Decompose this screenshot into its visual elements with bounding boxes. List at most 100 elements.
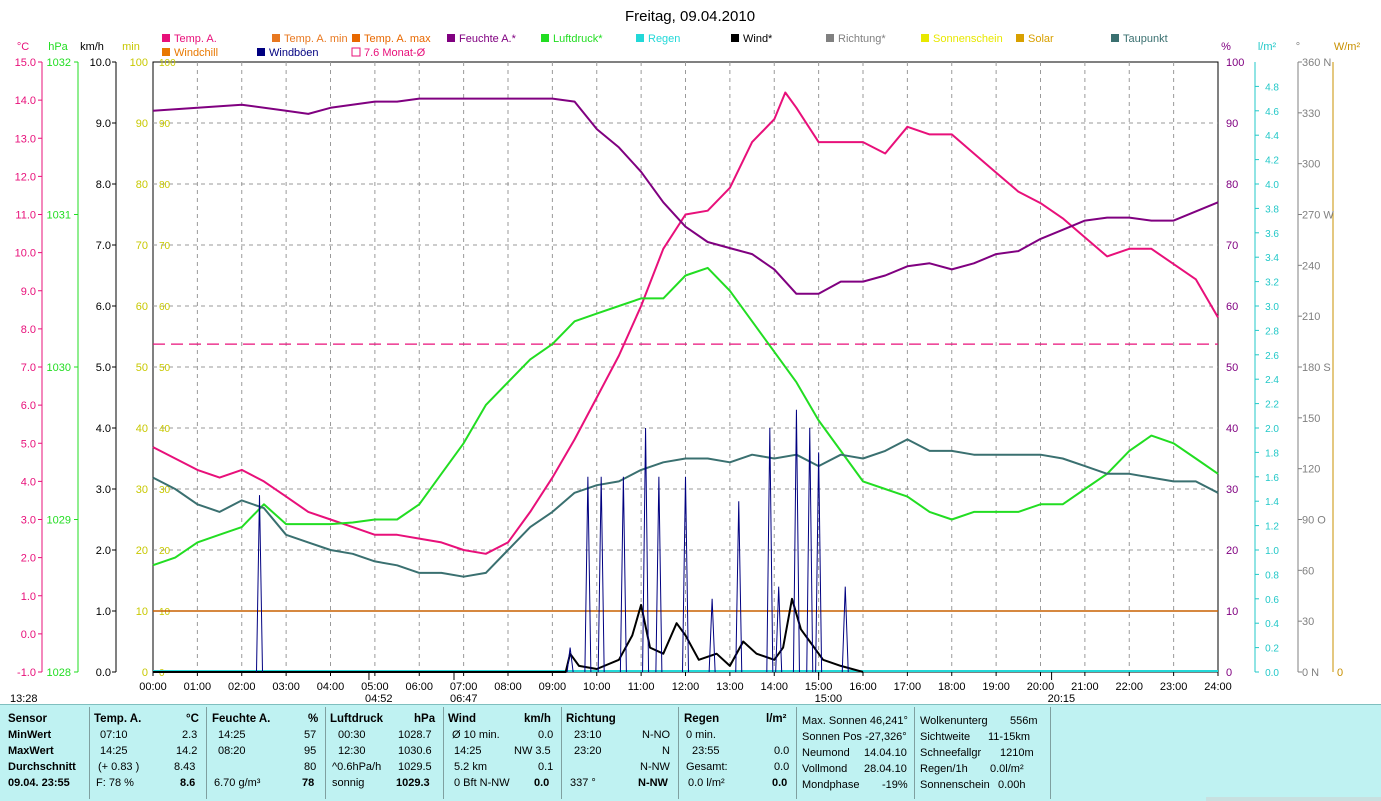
gust-spike xyxy=(806,427,814,673)
time-tick-label: 09:00 xyxy=(539,681,567,693)
rain-tick-label: 0.0 xyxy=(1265,668,1279,679)
scroll-edge xyxy=(1206,797,1381,801)
temp-tick-label: 13.0 xyxy=(15,133,36,145)
time-tick-label: 23:00 xyxy=(1160,681,1188,693)
minutes-inner-label: 30 xyxy=(159,485,171,496)
temp-tick-label: 6.0 xyxy=(21,400,36,412)
direction-tick-label: 0 N xyxy=(1302,667,1319,679)
rain-tick-label: 0.8 xyxy=(1265,570,1279,581)
rain-hour-label: Regen/1h xyxy=(920,763,968,775)
rain-r2-time: 23:55 xyxy=(692,745,720,757)
rain-tick-label: 1.2 xyxy=(1265,522,1279,533)
legend-swatch xyxy=(1111,34,1119,42)
legend-swatch xyxy=(826,34,834,42)
direction-header: Richtung xyxy=(566,713,616,725)
time-tick-label: 04:00 xyxy=(317,681,345,693)
time-tick-label: 03:00 xyxy=(272,681,300,693)
temp-tick-label: 7.0 xyxy=(21,362,36,374)
minutes-inner-label: 10 xyxy=(159,607,171,618)
legend-swatch xyxy=(351,47,361,57)
column-divider xyxy=(1050,707,1051,799)
legend-label: Temp. A. min xyxy=(284,33,348,45)
rain-tick-label: 3.2 xyxy=(1265,278,1279,289)
direction-tick-label: 120 xyxy=(1302,464,1320,476)
pressure-tick-label: 1028 xyxy=(47,667,71,679)
humidity-min-time: 14:25 xyxy=(218,729,246,741)
wind-bft: 0 Bft N-NW xyxy=(454,777,510,789)
minutes-unit-label: min xyxy=(122,41,140,53)
temp-tick-label: 9.0 xyxy=(21,286,36,298)
sun-marker-label: 20:15 xyxy=(1048,693,1076,704)
temp-tick-label: 2.0 xyxy=(21,553,36,565)
wind-tick-label: 6.0 xyxy=(96,301,111,313)
direction-r3: N-NW xyxy=(640,761,670,773)
series-tempa xyxy=(152,91,1219,555)
solar-tick-label: 0 xyxy=(1337,667,1343,679)
gust-spike xyxy=(682,476,689,673)
full-moon-date: 28.04.10 xyxy=(864,763,907,775)
time-tick-label: 12:00 xyxy=(672,681,700,693)
time-tick-label: 16:00 xyxy=(849,681,877,693)
sunshine: 0.00h xyxy=(998,779,1026,791)
temp-tick-label: 10.0 xyxy=(15,248,36,260)
column-divider xyxy=(678,707,679,799)
pressure-condition: sonnig xyxy=(332,777,365,789)
current-stamp: 09.04. 23:55 xyxy=(8,777,70,789)
sun-marker-label: 04:52 xyxy=(365,693,393,704)
temp-max: 14.2 xyxy=(176,745,198,757)
time-tick-label: 21:00 xyxy=(1071,681,1099,693)
gust-spike xyxy=(619,476,627,673)
percent-tick-label: 0 xyxy=(1226,667,1232,679)
percent-tick-label: 40 xyxy=(1226,423,1238,435)
temp-max-time: 14:25 xyxy=(100,745,128,757)
legend-swatch xyxy=(636,34,644,42)
rain-tick-label: 0.4 xyxy=(1265,619,1279,630)
row-label-min: MinWert xyxy=(8,729,52,741)
rain-header: Regen xyxy=(684,713,720,725)
wind-max-time: 14:25 xyxy=(454,745,482,757)
minutes-tick-label: 0 xyxy=(142,667,148,679)
gust-spike xyxy=(256,495,263,673)
percent-tick-label: 30 xyxy=(1226,484,1238,496)
stats-panel: Sensor MinWert MaxWert Durchschnitt 09.0… xyxy=(0,704,1381,801)
minutes-tick-label: 10 xyxy=(136,606,148,618)
time-tick-label: 06:00 xyxy=(405,681,433,693)
gust-spike xyxy=(815,452,823,673)
time-tick-label: 24:00 xyxy=(1204,681,1232,693)
pressure-trend: ^0.6hPa/h xyxy=(332,761,382,773)
time-tick-label: 02:00 xyxy=(228,681,256,693)
rain-tick-label: 2.8 xyxy=(1265,326,1279,337)
legend-label: Sonnenschein xyxy=(933,33,1003,45)
time-tick-label: 15:00 xyxy=(805,681,833,693)
legend-swatch xyxy=(257,48,265,56)
legend-swatch xyxy=(272,34,280,42)
time-tick-label: 22:00 xyxy=(1115,681,1143,693)
column-divider xyxy=(914,707,915,799)
rain-tick-label: 0.2 xyxy=(1265,644,1279,655)
temp-header: Temp. A. xyxy=(94,713,142,725)
rain-tick-label: 3.4 xyxy=(1265,253,1279,264)
chart-title: Freitag, 09.04.2010 xyxy=(625,8,755,25)
legend-label: 7.6 Monat-Ø xyxy=(364,47,426,59)
series-wind xyxy=(153,597,864,673)
minutes-inner-label: 90 xyxy=(159,119,171,130)
minutes-inner-label: 80 xyxy=(159,180,171,191)
column-divider xyxy=(561,707,562,799)
rain-tick-label: 2.2 xyxy=(1265,400,1279,411)
temp-min-time: 07:10 xyxy=(100,729,128,741)
legend-label: Regen xyxy=(648,33,680,45)
direction-r2-time: 23:20 xyxy=(574,745,602,757)
visibility: 11-15km xyxy=(988,731,1030,743)
rain-current: 0.0 xyxy=(772,777,788,789)
rain-unit: l/m² xyxy=(766,713,787,725)
percent-tick-label: 90 xyxy=(1226,118,1238,130)
time-tick-label: 18:00 xyxy=(938,681,966,693)
pressure-tick-label: 1029 xyxy=(47,515,71,527)
legend-swatch xyxy=(541,34,549,42)
gust-spike xyxy=(766,427,774,673)
minutes-inner-label: 0 xyxy=(159,668,165,679)
legend-label: Windchill xyxy=(174,47,218,59)
rain-tick-label: 3.6 xyxy=(1265,229,1279,240)
temp-tick-label: 5.0 xyxy=(21,438,36,450)
series-feuchtea xyxy=(152,97,1219,295)
